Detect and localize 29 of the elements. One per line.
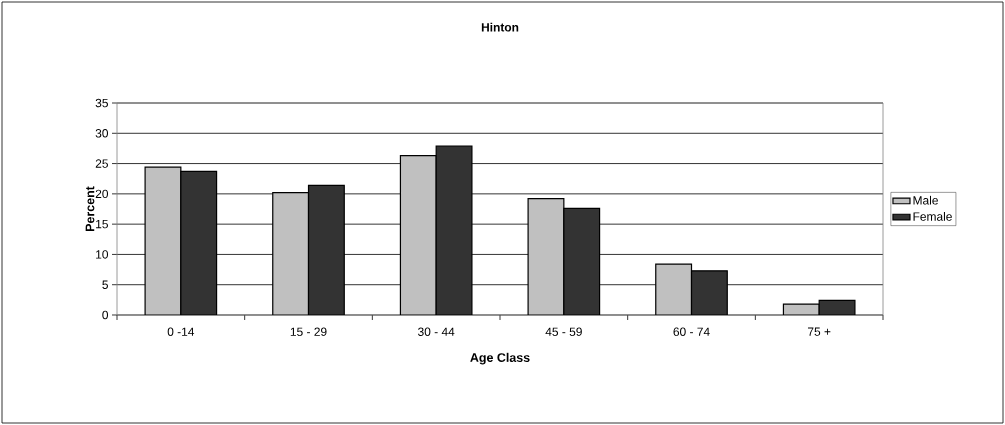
y-tick-label: 25	[95, 159, 108, 168]
bar	[144, 166, 182, 315]
legend-label: Female	[913, 212, 952, 221]
y-tick-label: 30	[95, 129, 109, 138]
bar	[435, 145, 473, 315]
bar	[690, 270, 728, 315]
x-tick-label: 15 - 29	[290, 327, 327, 336]
x-tick-label: 30 - 44	[418, 327, 455, 336]
x-tick-label: 0 -14	[167, 327, 195, 336]
x-tick-label: 60 - 74	[673, 327, 710, 336]
legend-label: Male	[913, 195, 938, 205]
y-tick-label: 20	[95, 189, 109, 199]
y-tick-label: 5	[102, 280, 108, 289]
x-tick-label: 45 - 59	[545, 327, 582, 336]
bar	[180, 170, 218, 315]
x-tick-label: 75 +	[807, 327, 831, 336]
bar	[655, 263, 693, 315]
bar	[307, 184, 345, 315]
bar	[272, 192, 310, 315]
y-tick-label: 0	[102, 310, 109, 320]
bar	[527, 198, 565, 315]
y-axis-title: Percent	[85, 186, 95, 232]
chart-title: Hinton	[481, 22, 519, 32]
y-tick-label: 15	[96, 219, 108, 229]
y-tick-label: 35	[95, 98, 108, 108]
bar	[399, 155, 437, 315]
y-tick-label: 10	[96, 250, 109, 259]
x-axis-title: Age Class	[470, 352, 530, 365]
bar	[563, 207, 601, 315]
